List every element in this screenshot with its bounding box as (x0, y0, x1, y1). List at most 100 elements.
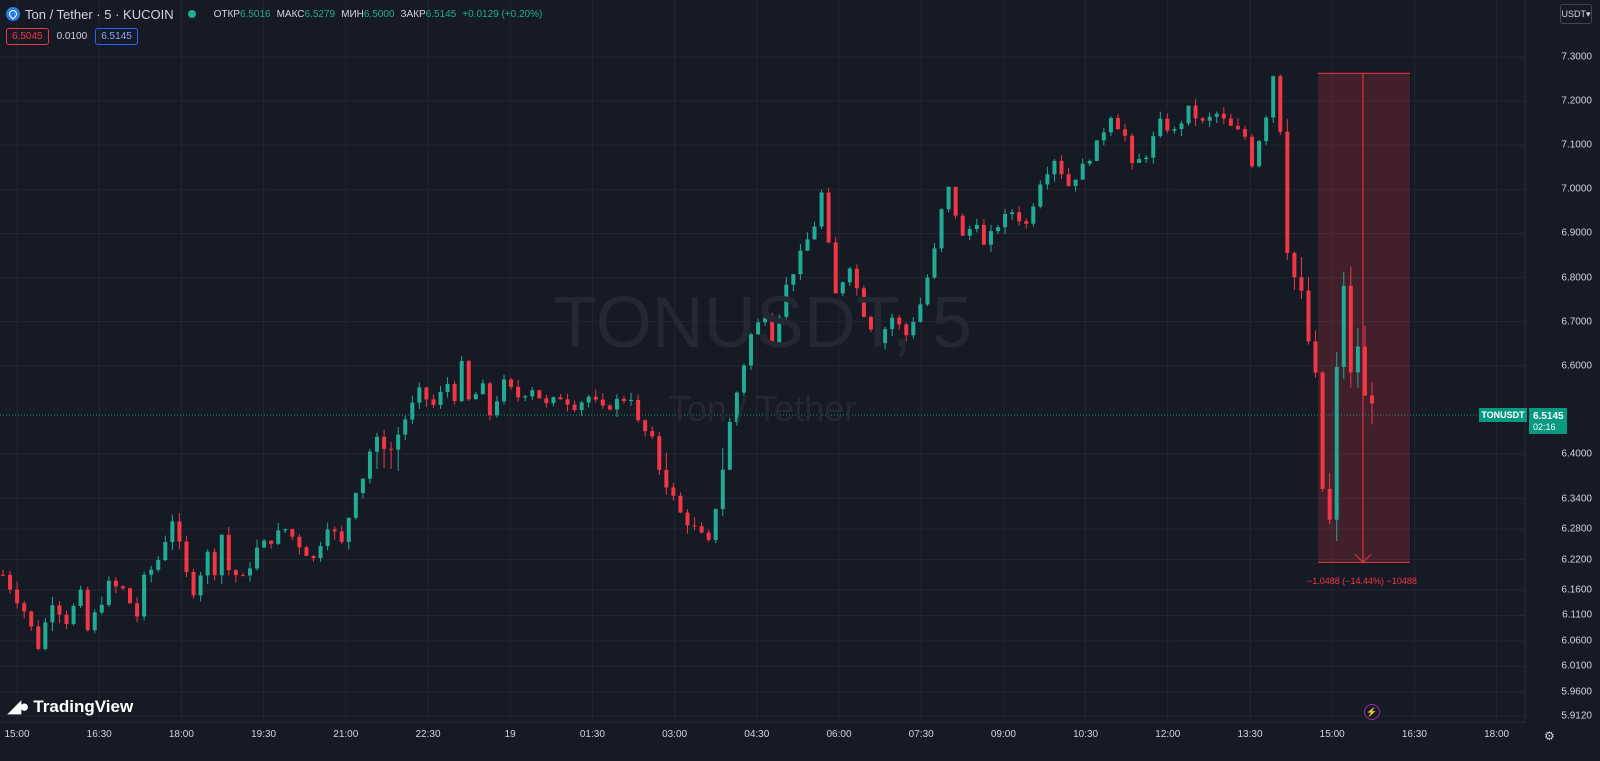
candle-body (791, 274, 796, 285)
price-tick-label: 6.8000 (1561, 272, 1592, 284)
candle-body (1165, 118, 1170, 131)
time-tick-label: 21:00 (333, 729, 359, 740)
candle-body (798, 250, 803, 275)
candle-body (1179, 123, 1184, 130)
candle-body (819, 192, 824, 227)
tradingview-logo[interactable]: ◢● TradingView (8, 697, 133, 717)
price-tick-label: 6.0100 (1561, 660, 1592, 672)
time-tick-label: 10:30 (1073, 729, 1099, 740)
lightning-icon[interactable]: ⚡ (1364, 704, 1380, 720)
currency-button[interactable]: USDT ▾ (1560, 4, 1592, 24)
candle-body (50, 605, 55, 623)
candle-body (1341, 285, 1346, 367)
candle-body (1242, 129, 1247, 137)
price-tick-label: 5.9120 (1561, 710, 1592, 722)
candle-body (812, 226, 817, 240)
candle-body (1, 574, 5, 576)
candle-body (106, 580, 111, 605)
candle-body (1278, 76, 1283, 132)
price-tick-label: 7.3000 (1561, 51, 1592, 63)
price-tick-label: 7.0000 (1561, 183, 1592, 195)
candle-body (1158, 118, 1163, 137)
candle-body (1250, 136, 1255, 167)
time-tick-label: 15:00 (1319, 729, 1345, 740)
candle-body (1137, 159, 1142, 163)
measure-tool (1318, 72, 1410, 564)
candle-body (883, 329, 888, 344)
candle-body (995, 227, 1000, 232)
candle-body (452, 383, 457, 401)
candle-body (1123, 129, 1128, 136)
candle-body (459, 361, 464, 401)
chart-grid (0, 0, 1525, 722)
candle-body (1285, 131, 1290, 253)
candle-body (113, 580, 118, 587)
measure-arrow-head (1354, 553, 1372, 564)
candle-body (149, 569, 154, 575)
candle-body (1045, 174, 1050, 185)
candle-body (1003, 214, 1008, 228)
candle-body (530, 390, 535, 397)
candle-body (509, 379, 514, 387)
candle-body (389, 448, 394, 450)
candle-body (734, 392, 739, 423)
time-tick-label: 19:30 (251, 729, 277, 740)
candle-body (191, 572, 196, 596)
low-label: МИН (341, 8, 364, 20)
candle-body (1193, 105, 1198, 119)
close-value: 6.5145 (425, 8, 457, 20)
candle-body (621, 398, 626, 402)
time-tick-label: 09:00 (990, 729, 1016, 740)
candle-body (325, 529, 330, 547)
time-tick-label: 07:30 (908, 729, 934, 740)
time-tick-label: 16:30 (1401, 729, 1427, 740)
candle-body (614, 398, 619, 410)
candle-body (720, 469, 725, 510)
gear-icon[interactable]: ⚙ (1544, 729, 1555, 743)
currency-label: USDT (1561, 9, 1586, 19)
tradingview-logo-icon: ◢● (8, 697, 29, 716)
candle-body (502, 379, 507, 402)
candle-body (925, 277, 930, 305)
price-tick-label: 7.1000 (1561, 139, 1592, 151)
candle-countdown: 02:16 (1533, 421, 1556, 432)
candle-body (128, 588, 133, 604)
candle-body (163, 542, 168, 561)
candle-body (445, 383, 450, 393)
candle-body (1024, 221, 1029, 224)
candle-body (311, 555, 316, 559)
candle-body (579, 402, 584, 411)
buy-button[interactable]: 6.5145 (95, 28, 138, 45)
candle-body (593, 396, 598, 400)
candle-body (805, 239, 810, 251)
candle-body (643, 420, 648, 432)
candle-body (650, 431, 655, 437)
candle-body (353, 493, 358, 518)
candle-body (1151, 136, 1156, 158)
candle-body (382, 436, 387, 449)
candle-body (713, 509, 718, 540)
candle-body (1115, 118, 1120, 130)
sell-button[interactable]: 6.5045 (6, 28, 49, 45)
open-value: 6.5016 (239, 8, 271, 20)
candle-body (960, 215, 965, 236)
candle-body (339, 531, 344, 542)
candle-body (600, 399, 605, 406)
candle-body (135, 603, 140, 617)
candle-body (1080, 163, 1085, 180)
candle-body (1257, 141, 1262, 167)
candle-body (657, 436, 662, 470)
candle-body (43, 622, 48, 649)
candle-body (438, 392, 443, 405)
time-tick-label: 22:30 (415, 729, 441, 740)
symbol-title[interactable]: Ton / Tether · 5 · KUCOIN (25, 6, 174, 22)
candle-body (156, 560, 161, 570)
candle-body (184, 541, 189, 573)
candle-body (283, 529, 288, 531)
candle-body (1172, 129, 1177, 131)
last-price-tag: 6.5145 02:16 (1529, 408, 1567, 434)
candle-body (1038, 184, 1043, 207)
candle-body (678, 495, 683, 513)
candle-body (255, 547, 260, 569)
